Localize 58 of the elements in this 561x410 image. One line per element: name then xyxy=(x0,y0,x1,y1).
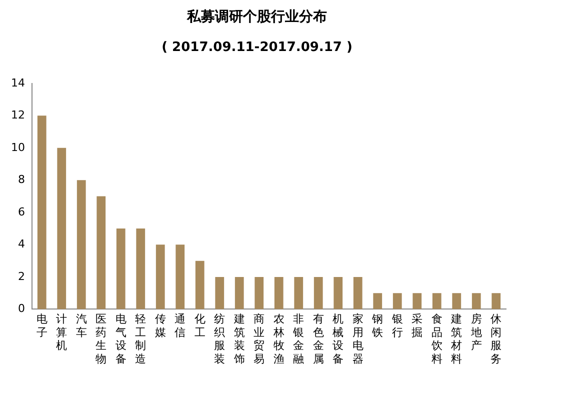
x-tick-label: 计算机 xyxy=(56,312,68,352)
bar xyxy=(294,276,304,310)
x-tick-label: 电气设备 xyxy=(115,312,126,366)
x-tick-label: 钢铁 xyxy=(371,312,384,339)
x-tick-label: 银行 xyxy=(390,312,403,339)
bar xyxy=(314,276,323,310)
x-tick-label: 化工 xyxy=(194,312,206,339)
bar xyxy=(373,293,382,310)
bar xyxy=(452,293,462,310)
x-tick-label: 传媒 xyxy=(154,312,166,339)
y-tick-label: 4 xyxy=(18,238,25,251)
bar xyxy=(234,276,244,310)
bar xyxy=(353,276,362,310)
y-tick-label: 6 xyxy=(18,205,25,218)
x-tick-label: 机械设备 xyxy=(332,312,344,366)
x-tick-label: 纺织服装 xyxy=(214,312,226,366)
chart-title: 私募调研个股行业分布 xyxy=(186,9,327,26)
bar xyxy=(472,293,481,310)
y-tick-label: 10 xyxy=(10,140,25,154)
bar xyxy=(334,276,343,310)
x-tick-label: 采掘 xyxy=(412,312,423,339)
bar xyxy=(274,276,284,310)
x-tick-label: 电子 xyxy=(36,312,48,339)
bar xyxy=(37,116,46,310)
x-tick-label: 食品饮料 xyxy=(430,312,442,366)
x-tick-label: 医药生物 xyxy=(96,312,107,366)
x-tick-label: 有色金属 xyxy=(312,312,324,366)
y-tick-label: 2 xyxy=(18,270,25,283)
y-tick-label: 0 xyxy=(18,302,25,316)
chart-subtitle: ( 2017.09.11-2017.09.17 ) xyxy=(162,40,352,55)
bar xyxy=(432,293,442,310)
bar xyxy=(136,228,146,310)
y-tick-label: 14 xyxy=(10,76,25,90)
bar xyxy=(492,293,501,310)
bar xyxy=(195,260,204,310)
x-tick-label: 房地产 xyxy=(470,312,482,352)
x-tick-label: 商业贸易 xyxy=(254,312,265,366)
x-tick-label: 家用电器 xyxy=(352,312,364,366)
y-tick-label: 8 xyxy=(18,173,25,186)
x-tick-label: 轻工制造 xyxy=(135,312,146,366)
bar xyxy=(176,244,185,310)
bar xyxy=(96,196,106,310)
bar xyxy=(76,180,86,310)
x-tick-label: 建筑材料 xyxy=(450,312,462,366)
bar xyxy=(254,276,264,310)
bar xyxy=(392,293,402,310)
y-tick-label: 12 xyxy=(10,108,25,122)
bar xyxy=(116,228,126,310)
bar xyxy=(156,244,165,310)
bar xyxy=(412,293,422,310)
x-tick-label: 建筑装饰 xyxy=(232,312,245,366)
x-tick-label: 汽车 xyxy=(76,312,87,339)
x-tick-label: 农林牧渔 xyxy=(272,312,284,366)
bar xyxy=(215,276,224,310)
x-tick-label: 通信 xyxy=(174,312,186,339)
bar xyxy=(57,148,66,310)
x-tick-label: 休闲服务 xyxy=(490,312,502,366)
x-tick-label: 非银金融 xyxy=(292,312,304,366)
